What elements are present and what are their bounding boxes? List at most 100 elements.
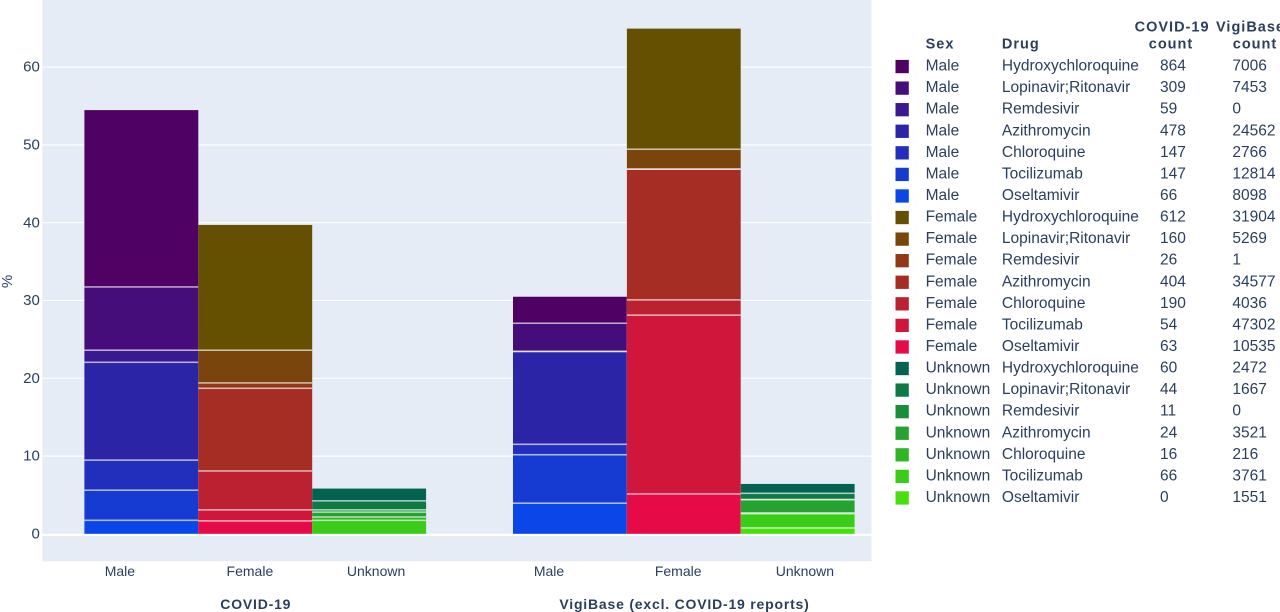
svg-text:Unknown: Unknown: [926, 446, 991, 463]
svg-text:Female: Female: [926, 230, 978, 247]
svg-text:10: 10: [23, 448, 40, 465]
svg-text:Female: Female: [926, 316, 978, 333]
svg-text:12814: 12814: [1232, 165, 1275, 182]
svg-text:Tocilizumab: Tocilizumab: [1002, 165, 1083, 182]
svg-text:Unknown: Unknown: [926, 381, 991, 398]
svg-text:26: 26: [1160, 252, 1177, 269]
svg-text:10535: 10535: [1232, 338, 1275, 355]
svg-text:11: 11: [1160, 403, 1176, 420]
svg-text:Male: Male: [926, 187, 960, 204]
svg-text:Female: Female: [926, 295, 978, 312]
svg-text:60: 60: [1160, 360, 1178, 377]
svg-text:60: 60: [23, 59, 40, 76]
svg-text:Male: Male: [926, 79, 960, 96]
svg-text:Unknown: Unknown: [776, 563, 834, 579]
svg-text:8098: 8098: [1232, 187, 1266, 204]
svg-text:16: 16: [1160, 446, 1177, 463]
svg-text:Unknown: Unknown: [926, 360, 991, 377]
svg-text:63: 63: [1160, 338, 1177, 355]
svg-text:Male: Male: [926, 165, 960, 182]
svg-text:20: 20: [23, 370, 40, 387]
svg-text:7453: 7453: [1232, 79, 1266, 96]
svg-text:478: 478: [1160, 122, 1186, 139]
svg-text:0: 0: [1232, 101, 1241, 118]
svg-text:31904: 31904: [1232, 209, 1275, 226]
svg-text:147: 147: [1160, 144, 1186, 161]
svg-text:%: %: [0, 275, 16, 288]
svg-text:24: 24: [1160, 424, 1178, 441]
svg-text:Remdesivir: Remdesivir: [1002, 101, 1080, 118]
svg-text:Male: Male: [534, 563, 565, 579]
svg-text:1: 1: [1232, 252, 1241, 269]
svg-text:VigiBase (excl. COVID-19 repor: VigiBase (excl. COVID-19 reports): [559, 596, 809, 612]
svg-text:Male: Male: [926, 122, 960, 139]
svg-text:612: 612: [1160, 209, 1186, 226]
svg-text:216: 216: [1232, 446, 1258, 463]
svg-text:Unknown: Unknown: [347, 563, 405, 579]
svg-text:54: 54: [1160, 316, 1178, 333]
svg-text:Unknown: Unknown: [926, 424, 991, 441]
svg-text:190: 190: [1160, 295, 1186, 312]
svg-text:1667: 1667: [1232, 381, 1266, 398]
svg-text:Azithromycin: Azithromycin: [1002, 424, 1091, 441]
svg-text:Lopinavir;Ritonavir: Lopinavir;Ritonavir: [1002, 381, 1130, 398]
svg-text:147: 147: [1160, 165, 1186, 182]
svg-text:34577: 34577: [1232, 273, 1275, 290]
svg-text:59: 59: [1160, 101, 1177, 118]
svg-text:40: 40: [23, 214, 40, 231]
svg-text:Azithromycin: Azithromycin: [1002, 122, 1091, 139]
svg-text:66: 66: [1160, 187, 1177, 204]
svg-text:3761: 3761: [1232, 467, 1266, 484]
svg-text:30: 30: [23, 292, 40, 309]
svg-text:2766: 2766: [1232, 144, 1266, 161]
svg-text:Oseltamivir: Oseltamivir: [1002, 489, 1080, 506]
svg-text:Oseltamivir: Oseltamivir: [1002, 187, 1080, 204]
svg-text:3521: 3521: [1232, 424, 1266, 441]
svg-text:COVID-19: COVID-19: [1135, 20, 1210, 36]
svg-text:Female: Female: [655, 563, 702, 579]
svg-text:Tocilizumab: Tocilizumab: [1002, 467, 1083, 484]
svg-text:Sex: Sex: [926, 37, 955, 53]
svg-text:Female: Female: [926, 338, 978, 355]
svg-text:Chloroquine: Chloroquine: [1002, 295, 1086, 312]
svg-text:Female: Female: [926, 209, 978, 226]
svg-text:5269: 5269: [1232, 230, 1266, 247]
svg-text:Female: Female: [926, 273, 978, 290]
svg-text:Unknown: Unknown: [926, 467, 991, 484]
svg-text:Azithromycin: Azithromycin: [1002, 273, 1091, 290]
svg-text:160: 160: [1160, 230, 1186, 247]
svg-text:Chloroquine: Chloroquine: [1002, 446, 1086, 463]
svg-text:66: 66: [1160, 467, 1177, 484]
svg-text:Tocilizumab: Tocilizumab: [1002, 316, 1083, 333]
svg-text:Lopinavir;Ritonavir: Lopinavir;Ritonavir: [1002, 79, 1130, 96]
svg-text:count: count: [1233, 37, 1277, 53]
svg-text:Male: Male: [926, 101, 960, 118]
svg-text:Male: Male: [926, 144, 960, 161]
svg-text:404: 404: [1160, 273, 1186, 290]
svg-text:Unknown: Unknown: [926, 403, 991, 420]
svg-text:Oseltamivir: Oseltamivir: [1002, 338, 1080, 355]
svg-text:7006: 7006: [1232, 58, 1266, 75]
svg-text:Remdesivir: Remdesivir: [1002, 252, 1080, 269]
svg-text:1551: 1551: [1232, 489, 1266, 506]
svg-text:0: 0: [1160, 489, 1169, 506]
svg-text:24562: 24562: [1232, 122, 1275, 139]
svg-text:50: 50: [23, 137, 40, 154]
svg-text:count: count: [1149, 37, 1193, 53]
svg-text:Male: Male: [926, 58, 960, 75]
svg-text:Chloroquine: Chloroquine: [1002, 144, 1086, 161]
svg-text:Drug: Drug: [1002, 37, 1040, 53]
svg-text:47302: 47302: [1232, 316, 1275, 333]
svg-text:Lopinavir;Ritonavir: Lopinavir;Ritonavir: [1002, 230, 1130, 247]
svg-text:Female: Female: [227, 563, 274, 579]
svg-text:Hydroxychloroquine: Hydroxychloroquine: [1002, 360, 1139, 377]
svg-text:Male: Male: [105, 563, 136, 579]
svg-text:44: 44: [1160, 381, 1178, 398]
svg-text:VigiBase: VigiBase: [1216, 20, 1280, 36]
svg-text:Hydroxychloroquine: Hydroxychloroquine: [1002, 209, 1139, 226]
svg-text:2472: 2472: [1232, 360, 1266, 377]
svg-text:864: 864: [1160, 58, 1186, 75]
svg-text:COVID-19: COVID-19: [220, 596, 291, 612]
svg-text:309: 309: [1160, 79, 1186, 96]
svg-text:Hydroxychloroquine: Hydroxychloroquine: [1002, 58, 1139, 75]
